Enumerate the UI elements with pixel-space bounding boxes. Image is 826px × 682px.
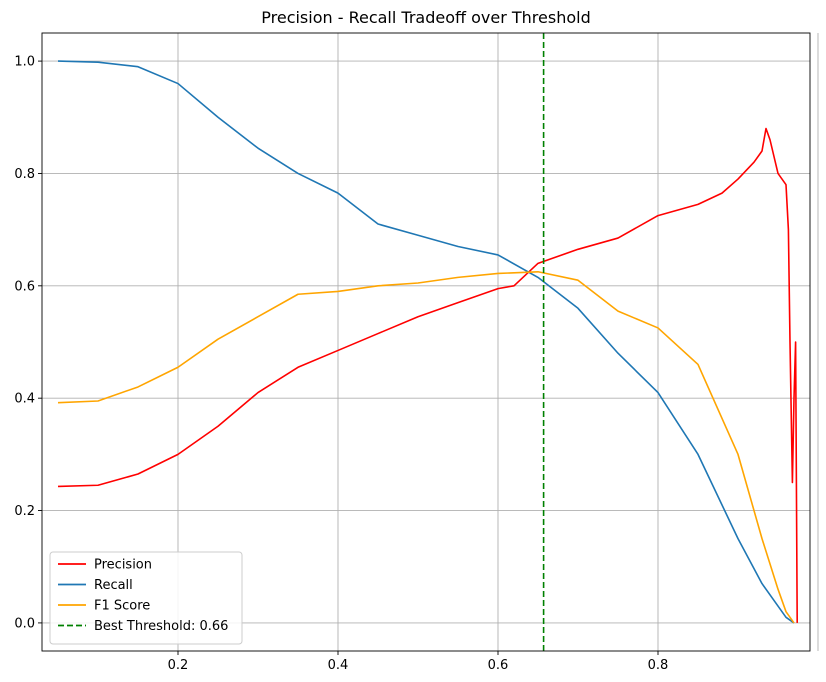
x-tick-label: 0.4 (328, 658, 349, 673)
x-tick-label: 0.8 (648, 658, 669, 673)
series-line-precision (57, 127, 798, 623)
y-tick-label: 0.4 (14, 392, 35, 407)
y-tick-label: 0.6 (14, 279, 35, 294)
series-line-f1-score (57, 270, 795, 624)
y-tick-label: 0.8 (14, 167, 35, 182)
y-tick-label: 0.2 (14, 504, 35, 519)
legend: Precision Recall F1 Score Best Threshold: 0… (49, 551, 243, 645)
plot-area: 0.2 0.4 0.6 0.8 0.0 0.2 0.4 0.6 0.8 1.0 Precision R… (14, 32, 819, 673)
legend-label: Recall (94, 578, 133, 593)
legend-box (49, 551, 243, 645)
legend-label: Best Threshold: 0.66 (94, 619, 228, 634)
axes-frame (41, 32, 811, 652)
legend-label: Precision (94, 558, 152, 573)
y-tick-label: 0.0 (14, 616, 35, 631)
chart-title: Precision - Recall Tradeoff over Thresho… (261, 8, 590, 27)
series-group (57, 60, 798, 624)
y-tick-label: 1.0 (14, 55, 35, 70)
series-line-recall (57, 60, 795, 624)
x-tick-label: 0.6 (488, 658, 509, 673)
legend-label: F1 Score (94, 599, 150, 614)
x-tick-label: 0.2 (168, 658, 189, 673)
